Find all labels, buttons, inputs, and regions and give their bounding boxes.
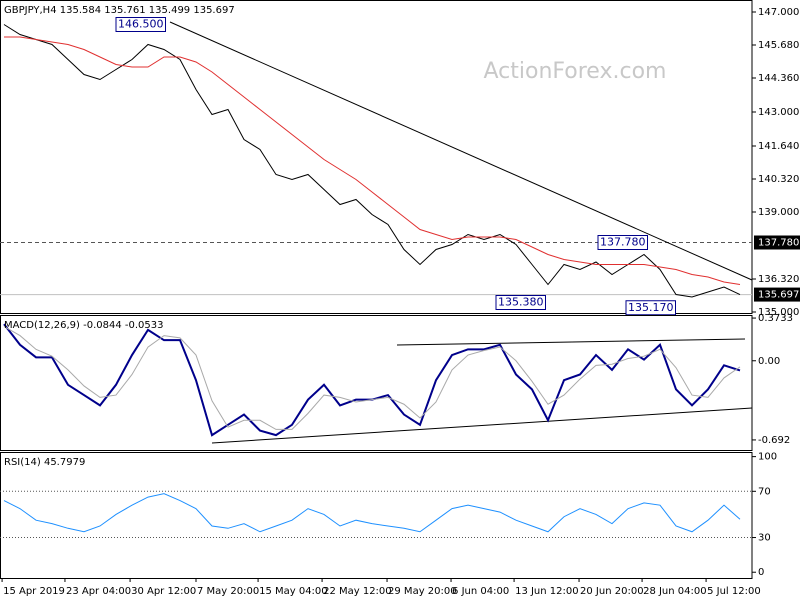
y-tick-label: 147.000 xyxy=(758,7,799,18)
annotation-box xyxy=(495,295,546,310)
x-tick-label: 15 Apr 2019 xyxy=(3,586,65,597)
panel-border xyxy=(0,452,753,579)
y-tick-label: 136.320 xyxy=(758,274,799,285)
trendline xyxy=(396,338,746,346)
y-tick-label: 0.3733 xyxy=(758,313,793,324)
y-tick-label: 141.640 xyxy=(758,141,799,152)
price-label: 135.697 xyxy=(758,290,799,301)
panel-title: GBPJPY,H4 135.584 135.761 135.499 135.69… xyxy=(4,5,235,16)
y-tick-label: 0.00 xyxy=(758,356,780,367)
x-tick-label: 7 May 20:00 xyxy=(197,586,259,597)
y-tick-label: 0 xyxy=(758,567,764,578)
y-tick-label: 144.360 xyxy=(758,73,799,84)
y-tick-label: 30 xyxy=(758,533,771,544)
annotation: 135.380 xyxy=(498,296,544,309)
x-tick-label: 15 May 04:00 xyxy=(259,586,328,597)
panel-title: MACD(12,26,9) -0.0844 -0.0533 xyxy=(4,320,164,331)
panel-border xyxy=(0,315,753,451)
y-tick-label: 100 xyxy=(758,452,777,463)
series-line xyxy=(3,24,741,298)
trendline xyxy=(169,21,753,281)
y-tick-label: 140.320 xyxy=(758,174,799,185)
price-label: 137.780 xyxy=(758,238,799,249)
x-tick-label: 29 May 20:00 xyxy=(388,586,457,597)
y-tick-label: 70 xyxy=(758,486,771,497)
x-tick-label: 6 Jun 04:00 xyxy=(452,586,509,597)
y-tick-label: 135.000 xyxy=(758,307,799,318)
series-line xyxy=(4,36,741,285)
x-tick-label: 30 Apr 12:00 xyxy=(131,586,196,597)
y-tick-label: -0.692 xyxy=(758,435,790,446)
panel-title: RSI(14) 45.7979 xyxy=(4,457,85,468)
x-tick-label: 22 May 12:00 xyxy=(323,586,392,597)
annotation: 137.780 xyxy=(600,236,646,249)
x-tick-label: 20 Jun 20:00 xyxy=(580,586,644,597)
annotation-box xyxy=(115,17,166,32)
x-tick-label: 5 Jul 12:00 xyxy=(707,586,761,597)
annotation-box xyxy=(625,300,676,316)
watermark: ActionForex.com xyxy=(484,59,667,84)
y-tick-label: 143.000 xyxy=(758,107,799,118)
x-tick-label: 28 Jun 04:00 xyxy=(643,586,707,597)
price-label-box xyxy=(754,287,800,302)
annotation-box xyxy=(597,235,648,250)
annotation: 135.170 xyxy=(628,301,674,314)
y-tick-label: 145.680 xyxy=(758,40,799,51)
x-tick-label: 23 Apr 04:00 xyxy=(66,586,131,597)
price-label-box xyxy=(754,235,800,250)
y-tick-label: 139.000 xyxy=(758,207,799,218)
trendline xyxy=(211,407,753,444)
series-line xyxy=(3,493,741,533)
series-line xyxy=(3,326,741,430)
panel-border xyxy=(0,0,753,314)
annotation: 146.500 xyxy=(118,18,164,31)
x-tick-label: 13 Jun 12:00 xyxy=(515,586,579,597)
